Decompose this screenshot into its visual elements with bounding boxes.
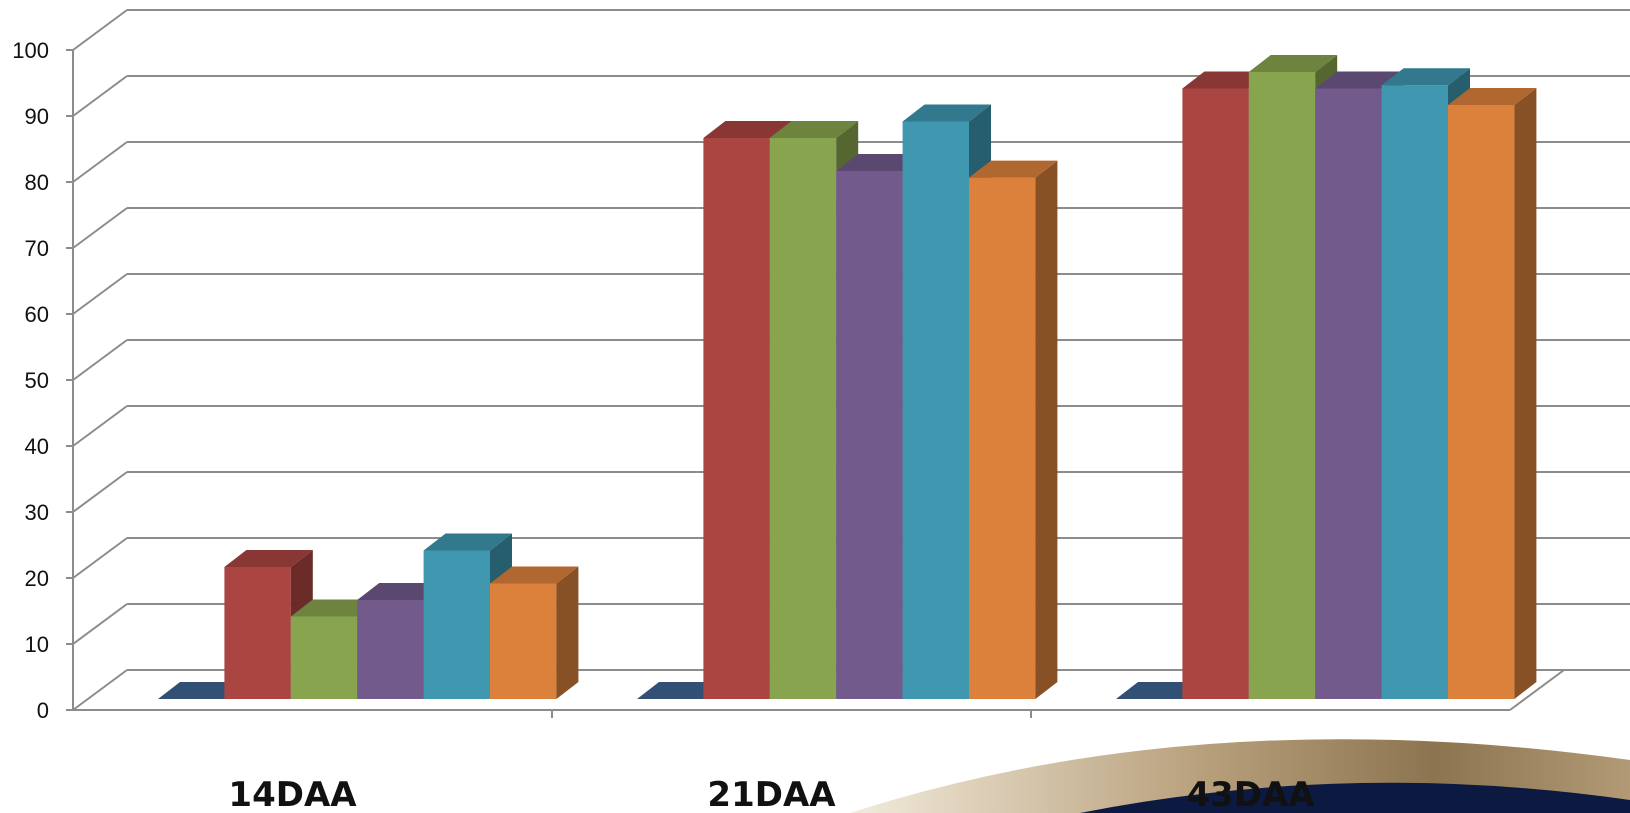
gridline-diagonal (72, 273, 128, 315)
bar-front (357, 600, 424, 699)
y-tick-label: 20 (25, 566, 49, 591)
bar (969, 160, 1058, 700)
bar-top (769, 121, 859, 138)
bar-top (637, 682, 726, 699)
bar-front (1248, 72, 1316, 699)
gridline-diagonal (72, 9, 128, 51)
gridline-diagonal (72, 75, 128, 117)
bar-top (290, 599, 380, 617)
swoosh-dark-band (1080, 782, 1630, 813)
bar-front (290, 616, 358, 699)
y-tick-label: 0 (37, 698, 49, 723)
bar-front (836, 171, 903, 699)
y-tick-label: 50 (25, 368, 49, 393)
bar-top (703, 121, 792, 138)
bar-top (1116, 682, 1205, 699)
bar-top (1448, 88, 1537, 105)
axis-labels: 0 10 20 30 40 50 60 70 80 90 100 14DAA 21DAA 43DAA (12, 38, 1315, 813)
axes (66, 49, 1565, 718)
bar-front (1448, 105, 1515, 699)
y-tick-label: 30 (25, 500, 49, 525)
x-tick-label: 21DAA (707, 775, 836, 813)
bar-top (902, 104, 991, 122)
bar-top (158, 682, 247, 699)
background-swoosh (850, 739, 1630, 813)
bar-front (423, 550, 490, 699)
y-tick-label: 100 (12, 38, 49, 63)
bar-top (357, 583, 446, 600)
y-tick-label: 70 (25, 236, 49, 261)
bar-front (490, 583, 557, 699)
x-tick-label: 43DAA (1186, 775, 1315, 813)
bar-top (1315, 71, 1404, 89)
y-tick-label: 80 (25, 170, 49, 195)
x-tick-label: 14DAA (228, 775, 357, 813)
bar-top (969, 160, 1058, 178)
gridline-diagonal (72, 141, 128, 183)
bar-front (902, 121, 969, 699)
bar-front (969, 177, 1036, 700)
bar (1448, 88, 1537, 699)
bar (1116, 682, 1205, 699)
bar-top (423, 533, 512, 551)
bar-side (556, 566, 579, 699)
bar-top (490, 566, 579, 584)
bar-top (1381, 68, 1470, 86)
y-tick-label: 90 (25, 104, 49, 129)
gridline-diagonal (72, 537, 128, 579)
bars (158, 55, 1537, 700)
bar-front (703, 138, 770, 699)
gridline-diagonal (72, 471, 128, 513)
bar-front (1315, 88, 1382, 699)
gridline-diagonal (72, 669, 128, 711)
bar-side (1514, 88, 1537, 699)
y-tick-label: 10 (25, 632, 49, 657)
bar-front (769, 138, 837, 699)
bar-top (224, 550, 313, 567)
bar (158, 682, 247, 699)
bar-front (1381, 85, 1448, 699)
bar-top (1182, 71, 1271, 89)
bar-top (1248, 55, 1338, 72)
bar (637, 682, 726, 699)
gridline-diagonal (72, 207, 128, 249)
gridline-diagonal (72, 603, 128, 645)
y-tick-label: 40 (25, 434, 49, 459)
bar-front (224, 567, 291, 699)
bar (490, 566, 579, 699)
gridline-diagonal (72, 405, 128, 447)
y-tick-label: 60 (25, 302, 49, 327)
bar-top (836, 154, 925, 171)
bar-side (1035, 160, 1058, 700)
gridline-diagonal (72, 339, 128, 381)
floor-edge-right (1509, 669, 1565, 711)
bar-front (1182, 88, 1249, 699)
